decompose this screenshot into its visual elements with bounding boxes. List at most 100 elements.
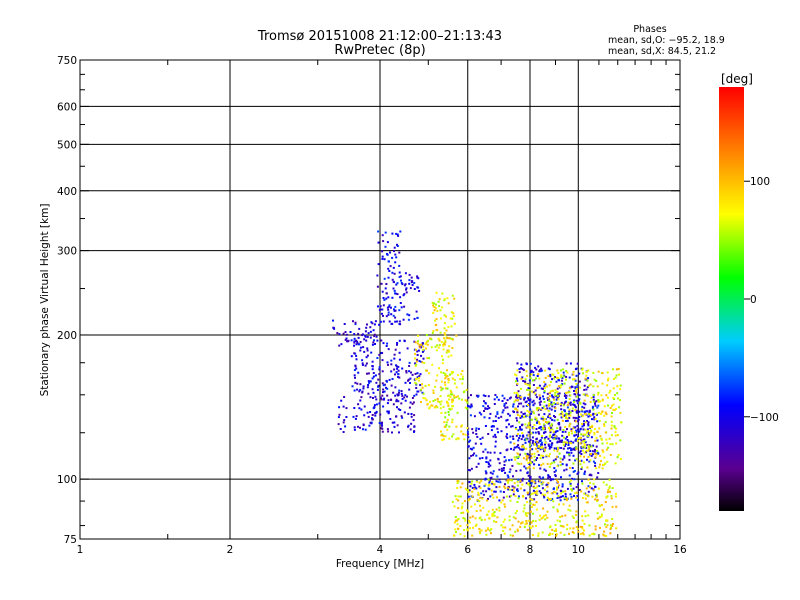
data-point bbox=[376, 285, 379, 288]
data-point bbox=[591, 450, 594, 453]
data-point bbox=[548, 407, 551, 410]
data-point bbox=[561, 439, 563, 442]
data-point bbox=[494, 394, 497, 396]
data-point bbox=[377, 230, 380, 233]
data-point bbox=[459, 378, 462, 381]
data-point bbox=[432, 311, 435, 314]
data-point bbox=[548, 447, 551, 450]
data-point bbox=[606, 396, 609, 399]
data-point bbox=[588, 413, 590, 416]
data-point bbox=[566, 523, 569, 526]
data-point bbox=[480, 442, 483, 445]
data-point bbox=[396, 243, 398, 246]
data-point bbox=[402, 318, 405, 321]
data-point bbox=[436, 309, 439, 312]
data-point bbox=[601, 382, 604, 385]
data-point bbox=[589, 383, 592, 386]
data-point bbox=[565, 442, 567, 445]
data-point bbox=[528, 426, 531, 429]
data-point bbox=[550, 401, 553, 404]
data-point bbox=[592, 400, 595, 403]
data-point bbox=[366, 335, 369, 338]
data-point bbox=[565, 394, 568, 397]
data-point bbox=[417, 277, 420, 280]
data-point bbox=[516, 419, 518, 422]
data-point bbox=[584, 510, 587, 513]
data-point bbox=[473, 415, 476, 418]
data-point bbox=[517, 446, 520, 449]
data-point bbox=[489, 412, 492, 415]
data-point bbox=[562, 429, 565, 431]
data-point bbox=[563, 382, 566, 385]
data-point bbox=[510, 458, 513, 461]
data-point bbox=[616, 434, 619, 437]
data-point bbox=[516, 409, 519, 412]
data-point bbox=[515, 377, 518, 380]
data-point bbox=[547, 444, 550, 447]
data-point bbox=[393, 250, 395, 253]
data-point bbox=[491, 482, 494, 485]
data-point bbox=[609, 524, 612, 527]
data-point bbox=[534, 520, 537, 523]
data-point bbox=[392, 314, 395, 317]
data-point bbox=[508, 423, 510, 426]
data-point bbox=[572, 373, 575, 376]
data-point bbox=[568, 376, 571, 379]
data-point bbox=[549, 498, 552, 500]
data-point bbox=[504, 505, 506, 508]
data-point bbox=[363, 350, 366, 353]
data-point bbox=[394, 292, 397, 295]
data-point bbox=[586, 458, 588, 461]
data-point bbox=[415, 363, 418, 366]
data-point bbox=[569, 484, 572, 487]
data-point bbox=[558, 422, 561, 424]
data-point bbox=[541, 427, 544, 430]
data-point bbox=[437, 400, 440, 403]
data-point bbox=[557, 484, 560, 487]
data-point bbox=[353, 374, 356, 377]
data-point bbox=[376, 339, 379, 342]
data-point bbox=[512, 403, 515, 406]
data-point bbox=[482, 493, 485, 496]
data-point bbox=[416, 354, 419, 356]
data-point bbox=[467, 510, 470, 513]
data-point bbox=[567, 434, 570, 436]
data-point bbox=[577, 471, 580, 474]
data-point bbox=[566, 487, 569, 490]
data-point bbox=[352, 415, 355, 418]
data-point bbox=[577, 483, 579, 486]
data-point bbox=[397, 365, 400, 368]
data-point bbox=[496, 475, 499, 478]
data-point bbox=[503, 485, 506, 488]
data-point bbox=[502, 520, 505, 523]
data-point bbox=[517, 433, 519, 435]
data-point bbox=[378, 353, 381, 356]
data-point bbox=[344, 425, 347, 428]
data-point bbox=[587, 514, 590, 517]
data-point bbox=[440, 412, 443, 414]
data-point bbox=[537, 441, 540, 444]
data-point bbox=[474, 442, 477, 445]
data-point bbox=[568, 391, 571, 394]
data-point bbox=[446, 401, 449, 404]
data-point bbox=[410, 422, 413, 425]
data-point bbox=[544, 421, 547, 423]
data-point bbox=[446, 369, 448, 372]
data-point bbox=[538, 475, 541, 478]
data-point bbox=[503, 403, 506, 406]
data-point bbox=[337, 416, 340, 419]
data-point bbox=[407, 424, 410, 427]
data-point bbox=[552, 389, 554, 392]
data-point bbox=[582, 449, 585, 452]
data-point bbox=[516, 362, 519, 365]
data-point bbox=[575, 382, 578, 385]
data-point bbox=[560, 416, 563, 419]
data-point bbox=[597, 472, 600, 474]
data-point bbox=[581, 527, 584, 530]
data-point bbox=[443, 314, 446, 317]
data-point bbox=[367, 372, 370, 375]
data-point bbox=[539, 514, 541, 517]
data-point bbox=[394, 305, 397, 308]
data-point bbox=[442, 434, 445, 437]
data-point bbox=[501, 394, 504, 397]
